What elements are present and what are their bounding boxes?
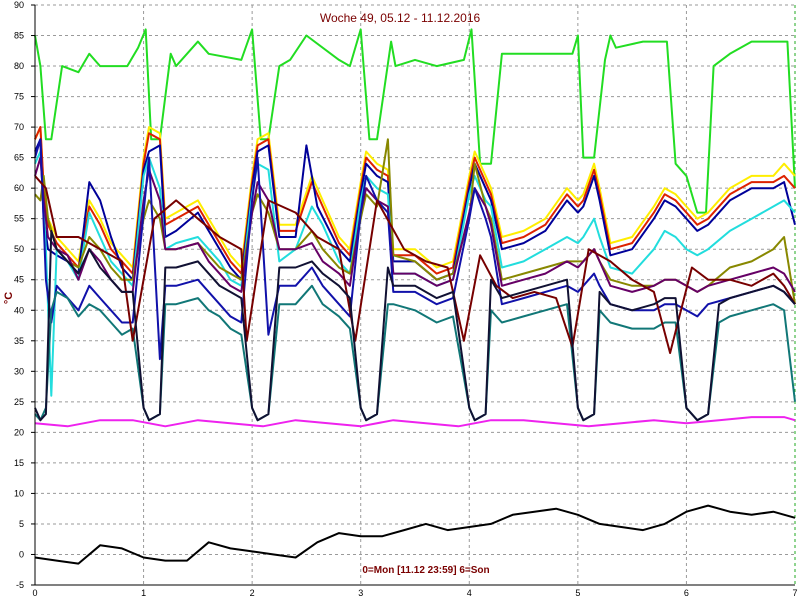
y-tick-label: 0 (19, 549, 24, 559)
y-tick-label: 50 (14, 244, 24, 254)
y-tick-label: 5 (19, 519, 24, 529)
y-axis-label: °C (3, 292, 15, 304)
x-tick-label: 2 (250, 588, 255, 598)
chart-title: Woche 49, 05.12 - 11.12.2016 (320, 11, 481, 25)
x-tick-label: 7 (792, 588, 797, 598)
y-tick-label: -5 (16, 580, 24, 590)
series-line (34, 138, 796, 361)
series-line (34, 416, 796, 428)
x-tick-label: 4 (467, 588, 472, 598)
x-tick-label: 0 (32, 588, 37, 598)
y-tick-label: 15 (14, 458, 24, 468)
x-tick-label: 6 (684, 588, 689, 598)
series-line (34, 138, 796, 281)
x-tick-labels: 0 1 2 3 4 5 6 7 (32, 588, 797, 598)
series-line (34, 126, 796, 269)
y-tick-label: 65 (14, 153, 24, 163)
y-tick-label: 40 (14, 305, 24, 315)
y-tick-label: 25 (14, 397, 24, 407)
y-tick-label: 70 (14, 122, 24, 132)
y-tick-label: 80 (14, 61, 24, 71)
y-tick-labels: -5 0 5 10 15 20 25 30 35 40 45 50 55 60 65 70 75 80 85 90 (14, 0, 35, 590)
y-tick-label: 60 (14, 183, 24, 193)
series-line (34, 28, 796, 214)
y-tick-label: 20 (14, 427, 24, 437)
axes (34, 5, 795, 586)
series-line (34, 504, 796, 565)
y-tick-label: 75 (14, 92, 24, 102)
y-tick-label: 85 (14, 31, 24, 41)
y-tick-label: 30 (14, 366, 24, 376)
x-tick-label: 5 (575, 588, 580, 598)
y-tick-label: 55 (14, 214, 24, 224)
series-line (34, 229, 796, 422)
y-tick-label: 45 (14, 275, 24, 285)
y-tick-label: 10 (14, 488, 24, 498)
x-tick-label: 3 (358, 588, 363, 598)
series-line (34, 126, 796, 275)
y-tick-label: 35 (14, 336, 24, 346)
x-axis-label: 0=Mon [11.12 23:59] 6=Son (362, 565, 489, 576)
x-tick-label: 1 (141, 588, 146, 598)
y-tick-label: 90 (14, 0, 24, 10)
series-lines (34, 28, 796, 565)
